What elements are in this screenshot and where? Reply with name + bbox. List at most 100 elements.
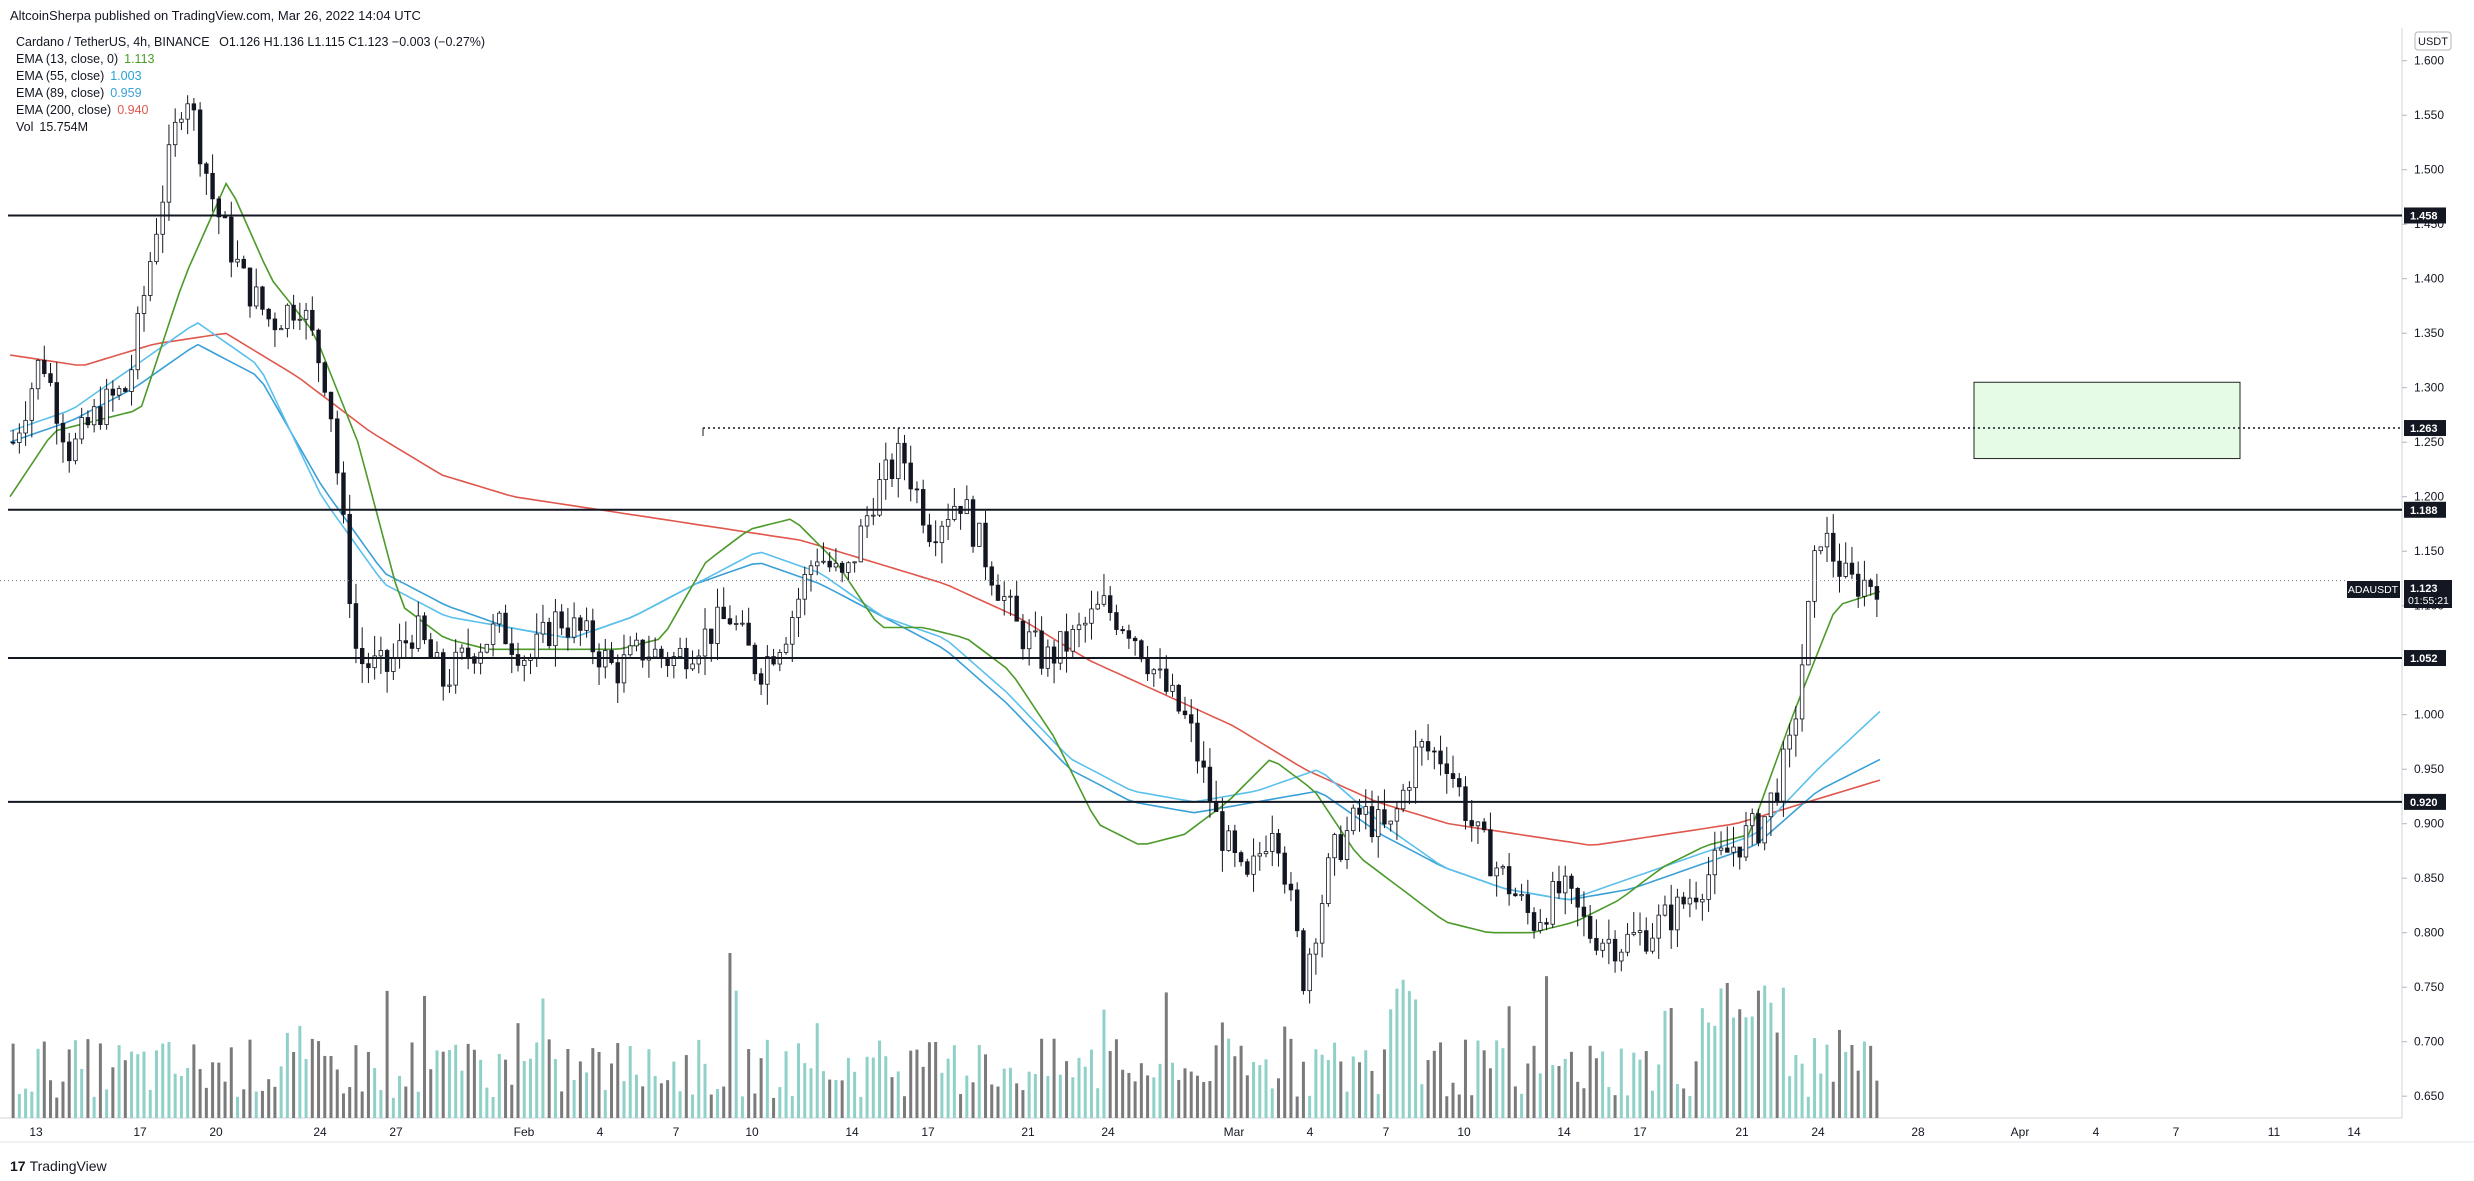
volume-bar: [1339, 1061, 1343, 1118]
tradingview-brand: TradingView: [29, 1158, 107, 1174]
legend-volume[interactable]: Vol 15.754M: [16, 119, 485, 136]
level-label: 1.052: [2410, 653, 2438, 665]
candle-body: [1114, 612, 1119, 630]
volume-bar: [49, 1080, 53, 1118]
volume-bar: [1333, 1042, 1337, 1118]
volume-bar: [11, 1043, 15, 1118]
candle-body: [1818, 546, 1823, 552]
candle-body: [983, 522, 988, 568]
candle-body: [422, 615, 427, 641]
candle-body: [216, 198, 222, 218]
volume-bar: [1819, 1073, 1823, 1118]
candle-body: [297, 318, 303, 321]
legend-symbol[interactable]: Cardano / TetherUS, 4h, BINANCE: [16, 35, 210, 49]
volume-bar: [1202, 1082, 1206, 1118]
candle-body: [453, 651, 458, 686]
volume-bar: [42, 1041, 46, 1118]
candle-body: [42, 359, 47, 375]
candle-body: [1263, 851, 1269, 855]
candle-body: [628, 645, 633, 656]
legend-ema89[interactable]: EMA (89, close) 0.959: [16, 85, 485, 102]
candle-body: [235, 258, 240, 263]
legend-ema13[interactable]: EMA (13, close, 0) 1.113: [16, 51, 485, 68]
candle-body: [995, 584, 1001, 601]
volume-bar: [846, 1057, 850, 1118]
volume-bar: [1096, 1088, 1100, 1118]
volume-bar: [1214, 1045, 1218, 1118]
candle-body: [833, 562, 839, 568]
candle-body: [378, 650, 384, 657]
candle-body: [291, 304, 296, 321]
candle-body: [1706, 874, 1711, 900]
candle-body: [1718, 847, 1724, 851]
candle-body: [1363, 806, 1368, 815]
volume-bar: [1320, 1054, 1324, 1118]
candle-body: [204, 163, 209, 174]
volume-bar: [1495, 1040, 1499, 1118]
candle-body: [1432, 750, 1437, 753]
volume-bar: [192, 1044, 196, 1118]
candle-body: [1494, 867, 1499, 877]
x-tick-label: 17: [133, 1125, 147, 1139]
volume-bar: [1108, 1051, 1112, 1118]
candle-body: [815, 561, 820, 567]
tradingview-footer[interactable]: 17 TradingView: [10, 1158, 107, 1174]
candle-body: [85, 417, 91, 426]
y-tick-label: 0.900: [2414, 817, 2444, 831]
legend-ema200[interactable]: EMA (200, close) 0.940: [16, 102, 485, 119]
x-tick-label: 28: [1911, 1125, 1925, 1139]
candle-body: [484, 643, 490, 653]
y-tick-label: 1.150: [2414, 544, 2444, 558]
candle-body: [609, 650, 614, 664]
volume-bar: [616, 1043, 620, 1118]
candle-body: [1425, 741, 1431, 752]
volume-bar: [1513, 1086, 1517, 1118]
candle-body: [79, 417, 84, 440]
volume-bar: [1837, 1029, 1841, 1118]
volume-bar: [55, 1097, 59, 1118]
candle-body: [328, 391, 334, 420]
candle-body: [615, 662, 620, 684]
time-axis[interactable]: 13 17 20 24 27 Feb 4 7 10 14 17 21 24 Mar 4 7 10 14 17 21 24…: [29, 1125, 2361, 1139]
volume-bar: [784, 1051, 788, 1118]
candle-body: [1313, 942, 1319, 955]
volume-bar: [1619, 1048, 1623, 1118]
volume-bar: [304, 1059, 308, 1118]
candle-body: [303, 309, 309, 320]
candle-body: [715, 606, 720, 644]
volume-bar: [610, 1063, 614, 1118]
candle-body: [1033, 630, 1038, 633]
volume-bar: [1875, 1080, 1879, 1118]
volume-bar: [429, 1069, 433, 1118]
level-label: 0.920: [2410, 797, 2438, 809]
candle-body: [1369, 806, 1375, 838]
y-tick-label: 1.400: [2414, 272, 2444, 286]
volume-bar: [1476, 1040, 1480, 1118]
candle-body: [970, 499, 976, 547]
candle-body: [1538, 922, 1543, 931]
candle-body: [1525, 894, 1531, 913]
currency-badge-box[interactable]: [2414, 31, 2452, 51]
candle-body: [29, 388, 35, 421]
volume-bar: [1750, 1016, 1754, 1118]
target-zone[interactable]: [1973, 381, 2241, 460]
volume-bar: [1358, 1062, 1362, 1118]
volume-bar: [1551, 1065, 1555, 1118]
volume-bar: [1482, 1050, 1486, 1118]
candle-body: [1774, 792, 1780, 802]
volume-bar: [329, 1056, 333, 1118]
ema55-label: EMA (55, close): [16, 69, 105, 83]
volume-bar: [1414, 999, 1418, 1118]
candle-body: [104, 388, 109, 425]
volume-bar: [229, 1047, 233, 1118]
candle-body: [1232, 830, 1238, 854]
ticker-symbol-box[interactable]: [2347, 581, 2400, 598]
candle-body: [584, 620, 589, 631]
volume-bar: [703, 1063, 707, 1118]
volume-bar: [211, 1062, 215, 1118]
last-price-box[interactable]: [2404, 580, 2452, 608]
ema200-value: 0.940: [117, 103, 149, 117]
legend-ema55[interactable]: EMA (55, close) 1.003: [16, 68, 485, 85]
horizontal-levels[interactable]: 1.458 1.188 1.052 0.920 1.263: [0, 207, 2446, 810]
